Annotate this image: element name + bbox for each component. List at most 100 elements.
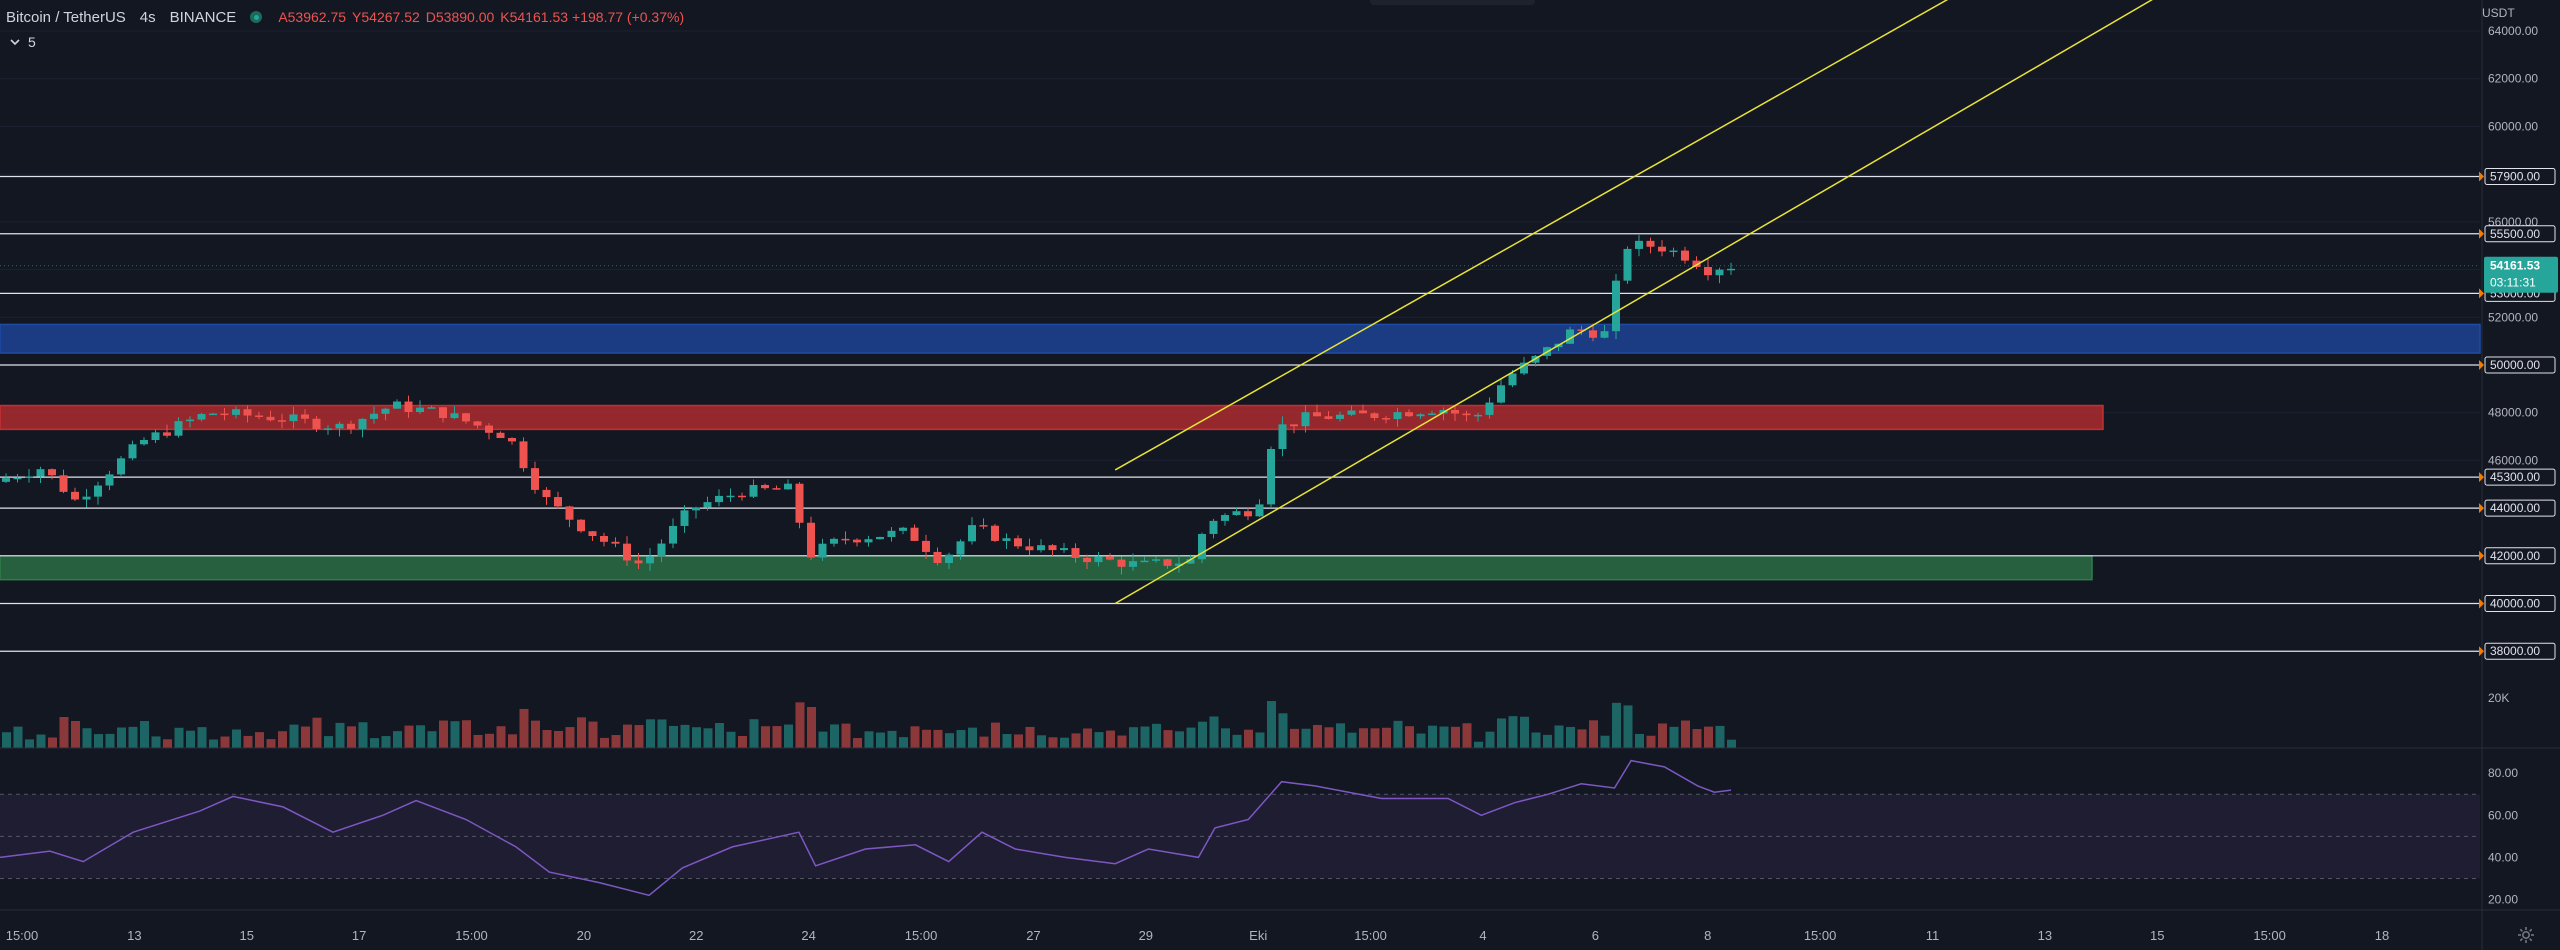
candle-body xyxy=(680,510,689,526)
volume-bar xyxy=(991,722,1000,748)
blue-zone[interactable] xyxy=(0,323,2481,354)
alert-marker-icon[interactable] xyxy=(2479,171,2484,182)
volume-bar xyxy=(1428,725,1437,748)
volume-bar xyxy=(1117,735,1127,748)
volume-bar xyxy=(1393,720,1403,748)
volume-bar xyxy=(232,729,241,748)
volume-bar xyxy=(312,717,322,748)
candle-body xyxy=(462,413,470,422)
candle-body xyxy=(439,407,447,419)
volume-bar xyxy=(1106,730,1115,748)
channel-upper-line[interactable] xyxy=(1114,0,1997,471)
candle-body xyxy=(186,419,194,422)
top-toolbar-handle[interactable] xyxy=(1370,0,1535,5)
level-label-box xyxy=(2484,168,2556,186)
volume-bar xyxy=(370,738,379,748)
candle-body xyxy=(600,536,608,542)
candle-body xyxy=(577,519,585,532)
time-axis: 15:00 13 15 17 15:00 20 22 24 15:00 27 29 Eki 15:00 4… xyxy=(6,928,2390,943)
candle-body xyxy=(485,425,493,433)
volume-bar xyxy=(220,736,230,748)
volume-bar xyxy=(1347,732,1357,748)
timeframe-label[interactable]: 4s xyxy=(139,8,156,26)
candle-body xyxy=(634,560,643,564)
candle-body xyxy=(1635,240,1643,249)
volume-bar xyxy=(1140,726,1150,748)
level-label-box xyxy=(2484,225,2556,243)
volume-bar xyxy=(1267,701,1276,748)
settings-gear-icon[interactable] xyxy=(2516,925,2536,945)
candle-body xyxy=(197,414,206,420)
volume-bar xyxy=(876,732,885,748)
candle-body xyxy=(59,475,68,492)
volume-bar xyxy=(427,731,437,748)
candle-body xyxy=(163,432,171,436)
volume-bar xyxy=(462,720,471,748)
ohlc-values: A53962.75 Y54267.52 D53890.00 K54161.53 xyxy=(278,9,568,25)
alert-marker-icon[interactable] xyxy=(2479,472,2484,483)
candle-body xyxy=(2,478,10,482)
volume-bar xyxy=(404,725,414,748)
time-tick-label: 15 xyxy=(240,928,254,943)
candle-body xyxy=(554,497,562,507)
candle-body xyxy=(140,440,148,445)
time-tick-label: 15:00 xyxy=(455,928,488,943)
candle-body xyxy=(1014,538,1022,547)
symbol-name[interactable]: Bitcoin / TetherUS xyxy=(6,8,126,26)
volume-bar xyxy=(956,730,966,748)
candle-body xyxy=(1037,545,1045,551)
alert-marker-icon[interactable] xyxy=(2479,359,2484,370)
rsi-line[interactable] xyxy=(0,759,1732,897)
indicator-collapse-toggle[interactable]: 5 xyxy=(8,34,36,50)
candle-body xyxy=(381,408,390,414)
time-tick-label: 17 xyxy=(352,928,366,943)
candle-body xyxy=(358,418,367,430)
candle-body xyxy=(1290,424,1298,427)
volume-bar xyxy=(1439,726,1449,748)
channel-lower-line[interactable] xyxy=(1114,0,2164,605)
live-dot-icon xyxy=(250,11,263,23)
green-zone[interactable] xyxy=(0,555,2093,581)
volume-bar xyxy=(1612,702,1621,748)
volume-bar xyxy=(657,719,667,748)
volume-bar xyxy=(899,737,908,748)
volume-bar xyxy=(818,731,828,748)
candle-body xyxy=(657,543,666,557)
volume-bar xyxy=(163,739,172,748)
volume-bar xyxy=(1658,723,1667,748)
ohlc-close: K54161.53 xyxy=(500,9,569,25)
volume-bar xyxy=(922,729,931,748)
volume-bar xyxy=(301,726,310,748)
volume-bar xyxy=(140,721,149,748)
level-label: 50000.00 xyxy=(2490,358,2540,372)
candle-body xyxy=(1301,412,1310,427)
alert-marker-icon[interactable] xyxy=(2479,550,2484,561)
red-zone[interactable] xyxy=(0,404,2104,431)
currency-label[interactable]: USDT xyxy=(2482,6,2515,20)
volume-bar xyxy=(496,726,506,748)
time-tick-label: 11 xyxy=(1926,928,1940,943)
candle-body xyxy=(209,413,217,416)
volume-bar xyxy=(485,733,494,748)
candle-body xyxy=(1129,561,1137,567)
indicator-count: 5 xyxy=(28,34,36,50)
alert-marker-icon[interactable] xyxy=(2479,646,2484,657)
candle-body xyxy=(289,414,298,422)
alert-marker-icon[interactable] xyxy=(2479,503,2484,514)
volume-bar xyxy=(634,725,644,748)
volume-bar xyxy=(1554,725,1564,748)
candle-body xyxy=(922,540,930,552)
time-tick-label: 15:00 xyxy=(6,928,39,943)
alert-marker-icon[interactable] xyxy=(2479,288,2484,299)
candle-body xyxy=(1405,412,1413,417)
alert-marker-icon[interactable] xyxy=(2479,228,2484,239)
volume-bar xyxy=(2,732,11,748)
volume-bar xyxy=(554,730,563,748)
candle-body xyxy=(1002,538,1011,541)
alert-marker-icon[interactable] xyxy=(2479,598,2484,609)
volume-bar xyxy=(243,735,253,748)
volume-bar xyxy=(347,726,356,748)
candle-body xyxy=(1416,414,1425,417)
candle-body xyxy=(1117,559,1126,567)
